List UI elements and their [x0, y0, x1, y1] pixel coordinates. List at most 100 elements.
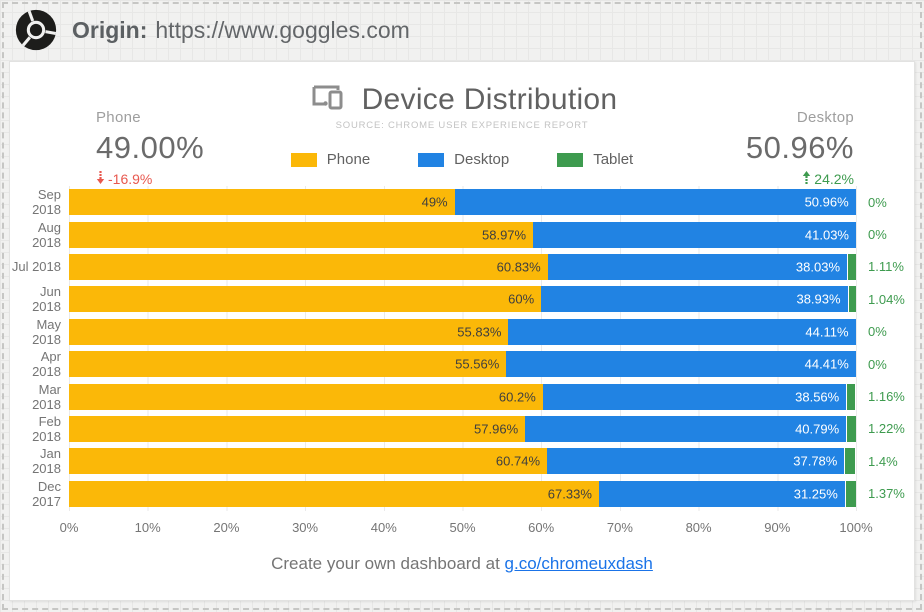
- legend-item-phone[interactable]: Phone: [290, 151, 371, 168]
- bar-segment-phone[interactable]: 58.97%: [69, 221, 534, 248]
- chart-row: Feb 2018 57.96% 40.79% 1.22%: [10, 413, 914, 445]
- desktop-change-text: 24.2%: [814, 171, 854, 187]
- legend-item-desktop[interactable]: Desktop: [418, 151, 509, 168]
- bar-segment-phone[interactable]: 60.83%: [69, 253, 548, 280]
- bar-value-label: 44.11%: [805, 324, 849, 340]
- bar-segment-phone[interactable]: 55.56%: [69, 351, 507, 378]
- devices-icon: [307, 79, 347, 120]
- bar-value-label: 37.78%: [793, 453, 838, 469]
- bar-segment-desktop[interactable]: 38.56%: [542, 383, 847, 410]
- bar-track: 55.83% 44.11%: [69, 318, 856, 345]
- row-label: Jun 2018: [32, 284, 61, 315]
- x-tick: 70%: [606, 520, 633, 535]
- x-tick: 30%: [292, 520, 319, 535]
- bar-value-label: 44.41%: [804, 356, 849, 372]
- chart-row: Jun 2018 60% 38.93% 1.04%: [10, 283, 914, 315]
- origin-url: https://www.goggles.com: [155, 16, 410, 43]
- bar-segment-desktop[interactable]: 44.11%: [508, 318, 856, 345]
- bar-track: 60.83% 38.03%: [69, 253, 856, 280]
- chart-row: Mar 2018 60.2% 38.56% 1.16%: [10, 380, 914, 412]
- x-tick: 0%: [59, 520, 79, 535]
- tablet-value-label: 1.04%: [868, 291, 905, 307]
- bar-track: 67.33% 31.25%: [69, 480, 856, 507]
- chart-row: Apr 2018 55.56% 44.41% 0%: [10, 348, 914, 380]
- bar-value-label: 55.83%: [457, 324, 502, 340]
- legend: Phone Desktop Tablet: [10, 151, 914, 168]
- bar-segment-phone[interactable]: 60%: [69, 286, 542, 313]
- bar-segment-tablet[interactable]: [844, 448, 856, 475]
- chart-row: Dec 2017 67.33% 31.25% 1.37%: [10, 478, 914, 510]
- chart-row: May 2018 55.83% 44.11% 0%: [10, 316, 914, 348]
- bar-segment-phone[interactable]: 57.96%: [69, 415, 526, 442]
- phone-stat-value: 49.00%: [96, 130, 205, 165]
- x-tick: 100%: [839, 520, 873, 535]
- tablet-value-label: 1.16%: [868, 389, 905, 405]
- origin-bar: Origin: https://www.goggles.com: [0, 0, 924, 60]
- bar-value-label: 38.03%: [795, 259, 840, 275]
- title-row: Device Distribution: [10, 79, 914, 120]
- bar-segment-desktop[interactable]: 50.96%: [454, 189, 856, 216]
- phone-stat-label: Phone: [96, 109, 141, 126]
- x-axis: 0% 10% 20% 30% 40% 50% 60% 70% 80% 90% 100%: [60, 520, 873, 536]
- bar-segment-phone[interactable]: 55.83%: [69, 318, 509, 345]
- bar-value-label: 60%: [508, 291, 535, 307]
- row-label: Aug 2018: [32, 219, 61, 250]
- bar-value-label: 41.03%: [804, 227, 849, 243]
- bar-segment-desktop[interactable]: 41.03%: [533, 221, 856, 248]
- legend-item-tablet[interactable]: Tablet: [557, 151, 633, 168]
- bar-value-label: 38.93%: [796, 291, 841, 307]
- bar-value-label: 50.96%: [804, 194, 849, 210]
- bar-segment-tablet[interactable]: [847, 286, 856, 313]
- phone-stat: Phone 49.00% -16.9%: [96, 109, 204, 187]
- legend-label: Phone: [326, 151, 371, 168]
- arrow-up-icon: [802, 171, 811, 187]
- desktop-stat-value: 50.96%: [745, 130, 854, 165]
- stacked-bar-chart: Sep 2018 49% 50.96% 0% Aug 2018 58.97% 41.03% 0…: [10, 186, 914, 542]
- x-tick: 50%: [449, 520, 476, 535]
- bar-track: 60.74% 37.78%: [69, 448, 856, 475]
- footer: Create your own dashboard at g.co/chrome…: [10, 554, 914, 574]
- chrome-logo-icon: [13, 7, 59, 53]
- bar-value-label: 49%: [421, 194, 448, 210]
- bar-segment-desktop[interactable]: 37.78%: [547, 448, 845, 475]
- bar-value-label: 60.74%: [495, 453, 541, 469]
- bar-value-label: 60.2%: [498, 389, 536, 405]
- bar-segment-tablet[interactable]: [844, 480, 856, 507]
- bar-value-label: 57.96%: [474, 421, 519, 437]
- footer-text: Create your own dashboard at: [271, 554, 505, 573]
- bar-segment-phone[interactable]: 60.2%: [69, 383, 543, 410]
- bar-segment-tablet[interactable]: [846, 383, 856, 410]
- chromeuxdash-link[interactable]: g.co/chromeuxdash: [504, 554, 653, 573]
- bar-segment-tablet[interactable]: [847, 253, 856, 280]
- dashboard-card: Device Distribution SOURCE: CHROME USER …: [9, 61, 915, 601]
- bar-segment-desktop[interactable]: 44.41%: [506, 351, 856, 378]
- row-label: Dec 2017: [32, 478, 61, 509]
- tablet-value-label: 0%: [868, 324, 887, 340]
- x-tick: 10%: [134, 520, 161, 535]
- chart-rows: Sep 2018 49% 50.96% 0% Aug 2018 58.97% 41.03% 0…: [10, 186, 914, 510]
- legend-swatch: [557, 152, 584, 167]
- x-tick: 20%: [213, 520, 240, 535]
- bar-segment-desktop[interactable]: 38.93%: [541, 286, 848, 313]
- bar-track: 55.56% 44.41%: [69, 351, 856, 378]
- row-label: Sep 2018: [32, 187, 61, 218]
- bar-segment-desktop[interactable]: 40.79%: [525, 415, 847, 442]
- bar-segment-desktop[interactable]: 31.25%: [598, 480, 845, 507]
- row-label: Jan 2018: [32, 446, 61, 477]
- tablet-value-label: 0%: [868, 356, 887, 372]
- bar-segment-desktop[interactable]: 38.03%: [547, 253, 847, 280]
- bar-segment-tablet[interactable]: [846, 415, 856, 442]
- bar-value-label: 55.56%: [455, 356, 500, 372]
- bar-value-label: 40.79%: [795, 421, 840, 437]
- bar-value-label: 31.25%: [793, 486, 838, 502]
- tablet-value-label: 0%: [868, 227, 887, 243]
- bar-segment-phone[interactable]: 49%: [69, 189, 455, 216]
- bar-segment-phone[interactable]: 60.74%: [69, 448, 548, 475]
- desktop-stat-label: Desktop: [796, 109, 854, 126]
- phone-stat-change: -16.9%: [96, 171, 204, 187]
- bar-track: 60.2% 38.56%: [69, 383, 856, 410]
- bar-segment-phone[interactable]: 67.33%: [69, 480, 599, 507]
- desktop-stat-change: 24.2%: [746, 171, 854, 187]
- bar-track: 58.97% 41.03%: [69, 221, 856, 248]
- desktop-stat: Desktop 50.96% 24.2%: [746, 109, 854, 187]
